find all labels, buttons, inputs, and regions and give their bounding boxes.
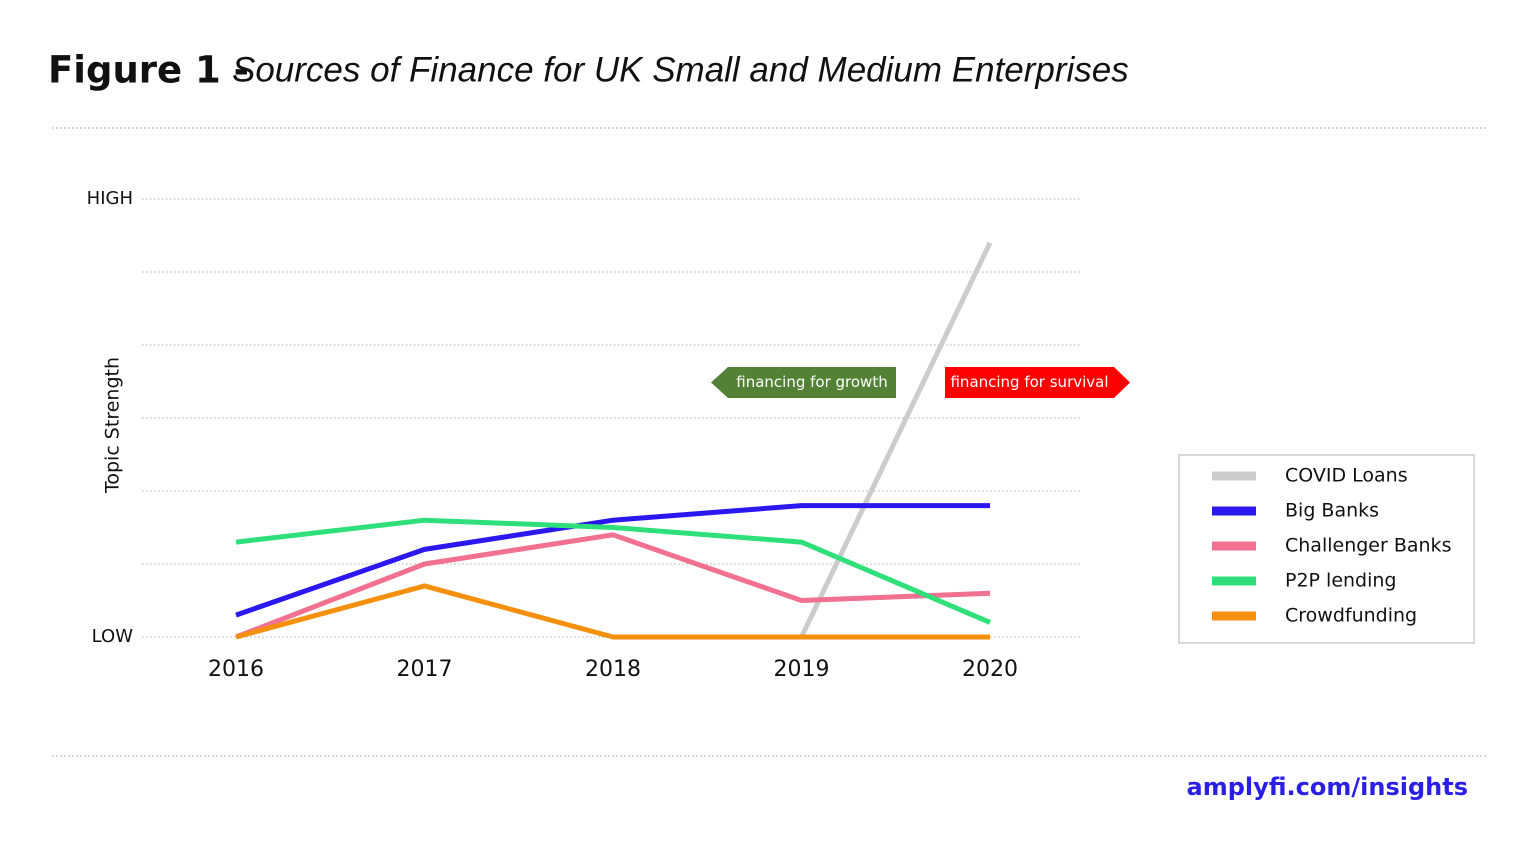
legend-label: Crowdfunding — [1285, 605, 1417, 627]
series-line — [799, 241, 993, 639]
chart-subtitle: Sources of Finance for UK Small and Medi… — [232, 50, 1129, 89]
series-line — [235, 517, 991, 625]
series-line — [235, 532, 991, 640]
chart-title: Figure 1 - — [48, 49, 249, 92]
annotation-tag — [945, 367, 1130, 398]
footer-link: amplyfi.com/insights — [1187, 773, 1469, 801]
series-line — [235, 583, 990, 640]
legend-label: P2P lending — [1285, 570, 1397, 592]
y-tick-label: LOW — [92, 626, 134, 647]
y-axis-label: Topic Strength — [102, 357, 124, 494]
x-tick-label: 2017 — [397, 657, 453, 682]
legend-label: Big Banks — [1285, 500, 1379, 522]
x-tick-label: 2020 — [962, 657, 1018, 682]
legend-label: COVID Loans — [1285, 465, 1408, 487]
x-tick-label: 2018 — [585, 657, 641, 682]
annotation-tag — [711, 367, 896, 398]
series-line — [235, 503, 990, 618]
legend-label: Challenger Banks — [1285, 535, 1451, 557]
y-tick-label: HIGH — [87, 188, 133, 209]
annotation-text: financing for survival — [950, 373, 1108, 391]
x-tick-label: 2019 — [774, 657, 830, 682]
x-tick-label: 2016 — [208, 657, 264, 682]
annotation-text: financing for growth — [736, 373, 887, 391]
